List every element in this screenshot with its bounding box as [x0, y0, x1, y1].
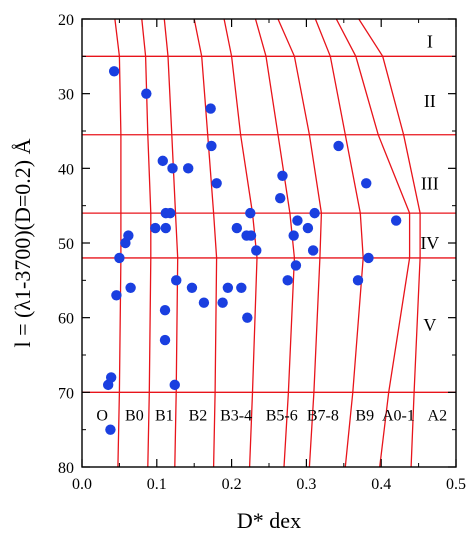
data-point	[159, 305, 171, 316]
y-tick-label: 20	[58, 12, 74, 29]
data-point	[361, 178, 372, 189]
data-point	[282, 275, 293, 286]
data-point	[169, 379, 180, 391]
region-boundary-lines	[82, 55, 456, 393]
data-point	[111, 290, 122, 301]
axes: 0.0 0.1 0.2 0.3 0.4 0.5 20 30 40 50 60 70 80	[58, 12, 466, 493]
data-point	[242, 312, 253, 323]
data-point	[245, 230, 257, 241]
class-curve	[358, 19, 421, 467]
spectral-class-label: B3-4	[220, 408, 252, 425]
region-label: I	[427, 31, 433, 51]
data-point	[290, 260, 302, 271]
data-point	[292, 215, 303, 226]
data-point	[105, 424, 116, 435]
data-point	[245, 207, 256, 219]
data-point	[352, 275, 364, 286]
class-curve	[141, 19, 152, 467]
data-point	[125, 282, 136, 293]
data-point	[205, 103, 216, 114]
data-point	[231, 222, 243, 234]
x-axis-title: D* dex	[237, 508, 301, 533]
data-point	[333, 140, 344, 152]
spectral-class-curves	[114, 19, 421, 467]
region-label: III	[421, 173, 439, 193]
y-tick-label: 40	[58, 161, 74, 178]
data-point	[302, 222, 314, 234]
data-point	[114, 252, 125, 264]
data-point	[251, 245, 262, 256]
data-point	[307, 245, 319, 256]
y-tick-label: 50	[58, 236, 74, 253]
data-point	[363, 252, 374, 264]
data-points	[102, 66, 402, 435]
plot-frame	[81, 18, 457, 468]
data-point	[105, 372, 117, 383]
data-point	[150, 222, 161, 234]
class-curve	[254, 19, 296, 467]
data-point	[171, 275, 182, 286]
data-point	[123, 230, 134, 241]
region-label: IV	[420, 233, 439, 253]
x-tick-label: 0.1	[147, 476, 167, 493]
data-point	[198, 297, 210, 308]
data-point	[236, 282, 247, 293]
x-tick-label: 0.5	[446, 476, 466, 493]
y-tick-label: 70	[58, 385, 74, 402]
spectral-class-label: A2	[428, 408, 448, 425]
data-point	[222, 282, 234, 293]
data-point	[141, 88, 152, 99]
data-point	[165, 207, 176, 219]
spectral-class-label: B0	[125, 408, 144, 425]
x-tick-label: 0.2	[222, 476, 242, 493]
data-point	[183, 163, 194, 174]
data-point	[309, 207, 320, 219]
x-tick-label: 0.3	[296, 476, 316, 493]
class-curve	[163, 19, 179, 467]
class-curve	[114, 19, 122, 467]
data-point	[275, 193, 286, 204]
data-point	[206, 140, 217, 152]
class-curve	[277, 19, 323, 467]
data-point	[217, 297, 228, 308]
region-label: V	[423, 315, 436, 335]
data-point	[186, 282, 198, 293]
spectral-class-label: B5-6	[266, 408, 298, 425]
x-tick-label: 0.0	[72, 476, 92, 493]
class-curve	[314, 19, 364, 467]
region-label: II	[424, 91, 436, 111]
data-point	[211, 178, 222, 189]
y-tick-label: 30	[58, 87, 74, 104]
data-point	[288, 230, 299, 241]
data-point	[157, 155, 168, 167]
data-point	[277, 170, 288, 181]
spectral-class-label: O	[96, 408, 108, 425]
y-tick-label: 80	[58, 460, 74, 477]
data-point	[390, 215, 402, 226]
class-curve	[193, 19, 218, 467]
data-point	[167, 163, 178, 174]
class-curve	[335, 19, 411, 467]
x-tick-label: 0.4	[371, 476, 391, 493]
spectral-class-label: B2	[189, 408, 208, 425]
y-axis-title: l = (λ1-3700)(D=0.2) Å	[10, 138, 35, 347]
data-point	[159, 334, 171, 346]
spectral-class-label: B1	[155, 408, 174, 425]
y-tick-label: 60	[58, 311, 74, 328]
class-curve	[223, 19, 258, 467]
spectral-class-label: B7-8	[307, 408, 339, 425]
spectral-class-label: A0-1	[382, 408, 415, 425]
spectral-class-label: B9	[355, 408, 374, 425]
data-point	[108, 66, 120, 77]
data-point	[160, 222, 171, 234]
